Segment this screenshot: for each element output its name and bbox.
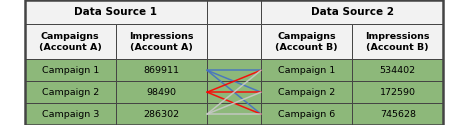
Text: Data Source 2: Data Source 2 xyxy=(311,7,394,17)
Text: Campaign 6: Campaign 6 xyxy=(278,110,335,118)
Text: Campaign 3: Campaign 3 xyxy=(42,110,99,118)
Bar xyxy=(116,59,207,81)
Text: Impressions
(Account B): Impressions (Account B) xyxy=(366,32,430,52)
Bar xyxy=(24,103,116,125)
Bar xyxy=(352,24,444,59)
Text: Data Source 1: Data Source 1 xyxy=(74,7,157,17)
Bar xyxy=(207,81,261,103)
Text: Campaign 1: Campaign 1 xyxy=(278,66,335,75)
Bar xyxy=(116,103,207,125)
Bar xyxy=(261,24,352,59)
Text: Campaign 1: Campaign 1 xyxy=(42,66,99,75)
Bar xyxy=(352,103,444,125)
Text: Campaigns
(Account A): Campaigns (Account A) xyxy=(39,32,102,52)
Bar xyxy=(116,81,207,103)
Bar xyxy=(24,59,116,81)
Text: Campaign 2: Campaign 2 xyxy=(278,88,335,97)
Bar xyxy=(207,103,261,125)
Bar xyxy=(24,0,444,125)
Text: 534402: 534402 xyxy=(380,66,416,75)
Bar xyxy=(352,81,444,103)
Bar xyxy=(24,24,116,59)
Text: 172590: 172590 xyxy=(380,88,416,97)
Bar xyxy=(261,59,352,81)
Text: 745628: 745628 xyxy=(380,110,416,118)
Bar xyxy=(261,103,352,125)
Text: Campaigns
(Account B): Campaigns (Account B) xyxy=(275,32,338,52)
Bar xyxy=(24,0,207,24)
Bar xyxy=(207,0,261,24)
Bar xyxy=(24,81,116,103)
Bar xyxy=(116,24,207,59)
Text: Campaign 2: Campaign 2 xyxy=(42,88,99,97)
Text: 869911: 869911 xyxy=(144,66,179,75)
Bar xyxy=(207,24,261,59)
Bar xyxy=(207,59,261,81)
Bar xyxy=(352,59,444,81)
Text: 98490: 98490 xyxy=(146,88,176,97)
Text: Impressions
(Account A): Impressions (Account A) xyxy=(129,32,194,52)
Bar xyxy=(261,0,444,24)
Bar xyxy=(261,81,352,103)
Text: 286302: 286302 xyxy=(143,110,180,118)
